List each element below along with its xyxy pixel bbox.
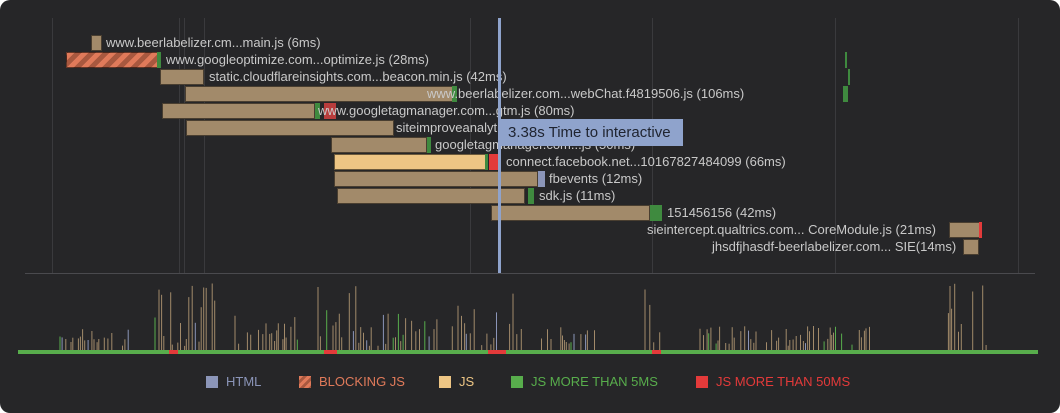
- js-50ms-segment: [979, 222, 982, 238]
- request-label: fbevents (12ms): [549, 171, 643, 186]
- legend-item-js: JS: [439, 372, 474, 392]
- request-bar[interactable]: [337, 188, 525, 204]
- request-label: sieintercept.qualtrics.com... CoreModule…: [647, 222, 936, 237]
- gridline: [52, 18, 53, 273]
- cpu-activity-chart: [59, 283, 987, 350]
- request-bar-blocking[interactable]: [66, 52, 158, 68]
- request-bar[interactable]: [185, 86, 453, 102]
- js-50ms-segment: [489, 154, 500, 170]
- gridline: [184, 18, 185, 273]
- long-task-marker: [652, 350, 661, 354]
- legend-swatch: [511, 376, 523, 388]
- gridline: [1018, 18, 1019, 273]
- timeline-separator: [25, 273, 1035, 274]
- js-5ms-segment: [845, 52, 847, 68]
- long-task-marker: [488, 350, 506, 354]
- long-task-marker: [324, 350, 337, 354]
- request-bar[interactable]: [186, 120, 394, 136]
- legend-label: JS: [459, 374, 475, 389]
- js-5ms-segment: [157, 52, 161, 68]
- legend-label: BLOCKING JS: [319, 374, 405, 389]
- gridline: [835, 18, 836, 273]
- legend-label: JS MORE THAN 50MS: [716, 374, 851, 389]
- html-segment: [538, 171, 545, 187]
- legend: HTML BLOCKING JS JS JS MORE THAN 5MS JS …: [0, 372, 1060, 392]
- legend-swatch: [206, 376, 218, 388]
- request-label: www.beerlabelizer.cm...main.js (6ms): [106, 35, 321, 50]
- legend-item-js-50ms: JS MORE THAN 50MS: [696, 372, 850, 392]
- request-bar[interactable]: [162, 103, 315, 119]
- request-bar[interactable]: [949, 222, 980, 238]
- legend-swatch: [439, 376, 451, 388]
- long-task-marker: [169, 350, 178, 354]
- request-label: www.googletagmanager.com...gtm.js (80ms): [318, 103, 575, 118]
- request-label: www.beerlabelizer.com...webChat.f4819506…: [427, 86, 745, 101]
- time-to-interactive-label: 3.38s Time to interactive: [498, 119, 683, 146]
- request-label: 151456156 (42ms): [667, 205, 777, 220]
- js-5ms-segment: [848, 69, 850, 85]
- request-bar-active[interactable]: [334, 154, 486, 170]
- js-5ms-segment: [427, 137, 431, 153]
- request-bar[interactable]: [491, 205, 650, 221]
- request-bar[interactable]: [334, 171, 538, 187]
- legend-swatch: [299, 376, 311, 388]
- cpu-baseline: [18, 350, 1038, 354]
- legend-item-blocking-js: BLOCKING JS: [299, 372, 405, 392]
- request-bar[interactable]: [331, 137, 427, 153]
- js-50ms-segment: [324, 103, 336, 119]
- js-5ms-segment: [315, 103, 320, 119]
- request-label: connect.facebook.net...10167827484099 (6…: [506, 154, 786, 169]
- js-5ms-segment: [528, 188, 534, 204]
- legend-label: JS MORE THAN 5MS: [531, 374, 658, 389]
- request-bar[interactable]: [963, 239, 979, 255]
- legend-item-html: HTML: [206, 372, 261, 392]
- request-label: sdk.js (11ms): [539, 188, 616, 203]
- request-label: www.googleoptimize.com...optimize.js (28…: [166, 52, 429, 67]
- legend-label: HTML: [226, 374, 262, 389]
- js-5ms-segment: [650, 205, 662, 221]
- request-bar[interactable]: [160, 69, 204, 85]
- request-label: static.cloudflareinsights.com...beacon.m…: [209, 69, 507, 84]
- cpu-spikes: [59, 283, 987, 350]
- gridline: [470, 18, 471, 273]
- request-label: jhsdfjhasdf-beerlabelizer.com... SIE(14m…: [712, 239, 957, 254]
- gridline: [179, 18, 180, 273]
- gridline: [204, 18, 205, 273]
- request-bar[interactable]: [91, 35, 102, 51]
- legend-swatch: [696, 376, 708, 388]
- legend-item-js-5ms: JS MORE THAN 5MS: [511, 372, 658, 392]
- js-5ms-segment: [452, 86, 457, 102]
- js-5ms-segment: [485, 154, 488, 170]
- js-5ms-segment: [843, 86, 848, 102]
